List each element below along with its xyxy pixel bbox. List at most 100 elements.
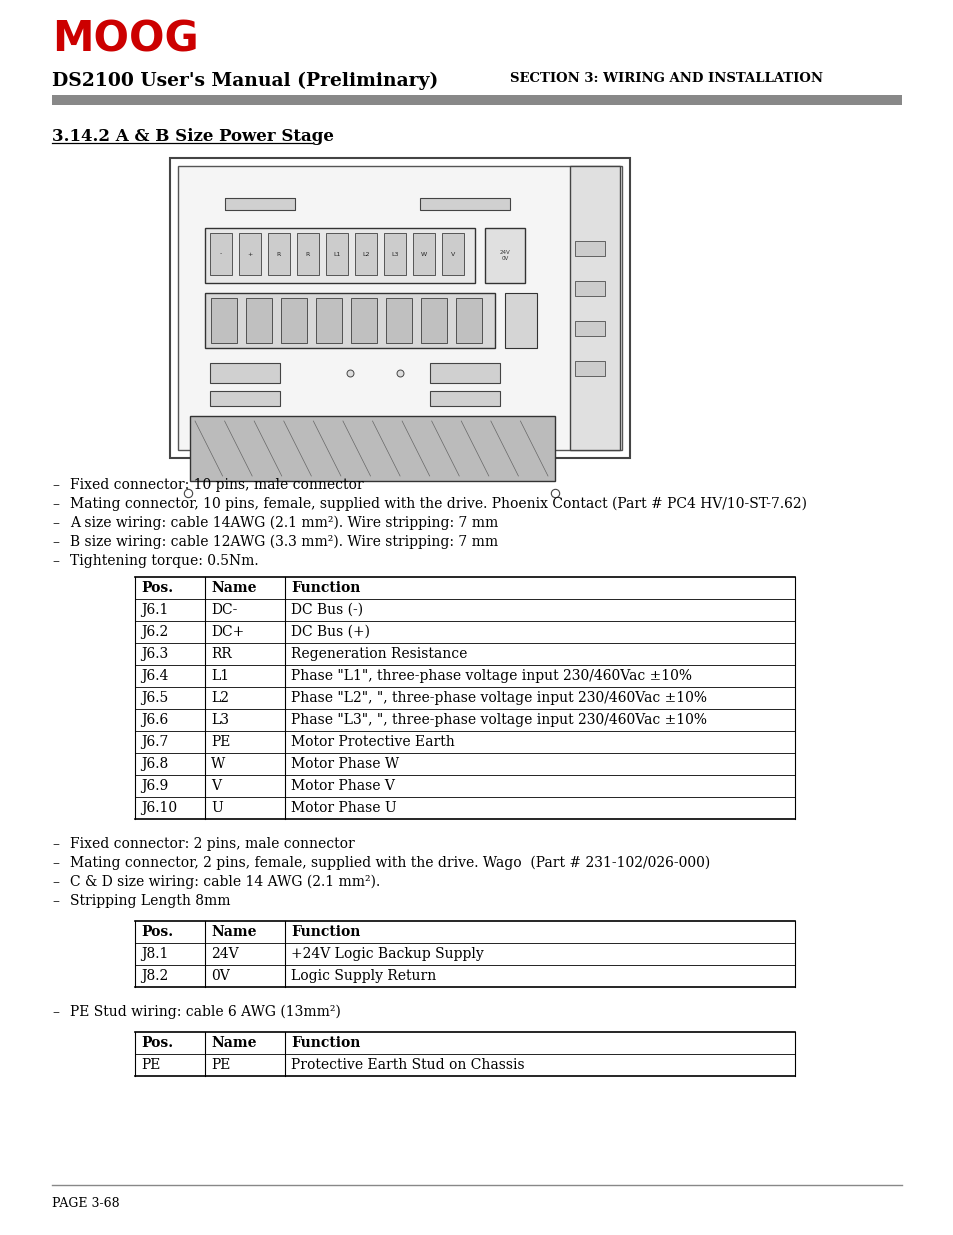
Text: W: W bbox=[211, 757, 225, 771]
Text: 3.14.2 A & B Size Power Stage: 3.14.2 A & B Size Power Stage bbox=[52, 128, 334, 144]
Text: U: U bbox=[211, 802, 222, 815]
Text: J6.9: J6.9 bbox=[141, 779, 168, 793]
Text: DC-: DC- bbox=[211, 603, 237, 618]
Text: Mating connector, 2 pins, female, supplied with the drive. Wago  (Part # 231-102: Mating connector, 2 pins, female, suppli… bbox=[70, 856, 709, 871]
Bar bbox=[296, 233, 318, 275]
Text: –: – bbox=[52, 894, 59, 908]
Text: J6.2: J6.2 bbox=[141, 625, 168, 638]
Bar bbox=[569, 165, 619, 450]
Bar bbox=[52, 95, 901, 105]
Text: W: W bbox=[420, 252, 427, 257]
Bar bbox=[239, 233, 261, 275]
Text: DC+: DC+ bbox=[211, 625, 244, 638]
Bar bbox=[430, 363, 499, 383]
Text: J6.4: J6.4 bbox=[141, 669, 168, 683]
Bar bbox=[355, 233, 376, 275]
Bar bbox=[326, 233, 348, 275]
Text: Protective Earth Stud on Chassis: Protective Earth Stud on Chassis bbox=[291, 1058, 524, 1072]
Text: –: – bbox=[52, 516, 59, 530]
Bar bbox=[504, 293, 537, 348]
Text: PE Stud wiring: cable 6 AWG (13mm²): PE Stud wiring: cable 6 AWG (13mm²) bbox=[70, 1005, 340, 1019]
Text: Motor Phase V: Motor Phase V bbox=[291, 779, 395, 793]
Bar bbox=[575, 361, 604, 375]
Bar bbox=[413, 233, 435, 275]
Text: Mating connector, 10 pins, female, supplied with the drive. Phoenix Contact (Par: Mating connector, 10 pins, female, suppl… bbox=[70, 496, 806, 511]
Text: PAGE 3-68: PAGE 3-68 bbox=[52, 1197, 119, 1210]
Text: L2: L2 bbox=[362, 252, 370, 257]
Text: L1: L1 bbox=[211, 669, 229, 683]
Text: PE: PE bbox=[211, 735, 230, 748]
Text: Motor Phase U: Motor Phase U bbox=[291, 802, 396, 815]
Text: J6.6: J6.6 bbox=[141, 713, 168, 727]
Bar bbox=[225, 198, 294, 210]
Text: Tightening torque: 0.5Nm.: Tightening torque: 0.5Nm. bbox=[70, 555, 258, 568]
Text: B size wiring: cable 12AWG (3.3 mm²). Wire stripping: 7 mm: B size wiring: cable 12AWG (3.3 mm²). Wi… bbox=[70, 535, 497, 550]
Bar bbox=[456, 298, 481, 343]
Text: -: - bbox=[219, 252, 222, 257]
Text: L1: L1 bbox=[333, 252, 340, 257]
Text: Motor Phase W: Motor Phase W bbox=[291, 757, 398, 771]
Text: DC Bus (-): DC Bus (-) bbox=[291, 603, 363, 618]
Text: R: R bbox=[276, 252, 281, 257]
Text: Motor Protective Earth: Motor Protective Earth bbox=[291, 735, 455, 748]
Text: 0V: 0V bbox=[211, 969, 230, 983]
Text: Regeneration Resistance: Regeneration Resistance bbox=[291, 647, 467, 661]
Text: Fixed connector: 10 pins, male connector: Fixed connector: 10 pins, male connector bbox=[70, 478, 363, 492]
Bar bbox=[281, 298, 307, 343]
Bar bbox=[351, 298, 376, 343]
Bar bbox=[170, 158, 629, 458]
Text: +24V Logic Backup Supply: +24V Logic Backup Supply bbox=[291, 947, 483, 961]
Text: J6.5: J6.5 bbox=[141, 692, 168, 705]
Text: Name: Name bbox=[211, 580, 256, 595]
Bar bbox=[575, 321, 604, 336]
Bar bbox=[246, 298, 272, 343]
Text: Name: Name bbox=[211, 1036, 256, 1050]
Text: Function: Function bbox=[291, 1036, 360, 1050]
Text: V: V bbox=[451, 252, 455, 257]
Text: Phase "L2", ", three-phase voltage input 230/460Vac ±10%: Phase "L2", ", three-phase voltage input… bbox=[291, 692, 706, 705]
Text: –: – bbox=[52, 876, 59, 889]
Text: –: – bbox=[52, 856, 59, 869]
Text: Stripping Length 8mm: Stripping Length 8mm bbox=[70, 894, 231, 908]
Text: –: – bbox=[52, 1005, 59, 1019]
Bar bbox=[205, 293, 495, 348]
Text: –: – bbox=[52, 837, 59, 851]
Text: V: V bbox=[211, 779, 221, 793]
Bar bbox=[178, 165, 621, 450]
Text: Pos.: Pos. bbox=[141, 1036, 172, 1050]
Bar bbox=[205, 228, 475, 283]
Bar bbox=[420, 298, 447, 343]
Text: J6.1: J6.1 bbox=[141, 603, 168, 618]
Text: C & D size wiring: cable 14 AWG (2.1 mm²).: C & D size wiring: cable 14 AWG (2.1 mm²… bbox=[70, 876, 380, 889]
Text: R: R bbox=[306, 252, 310, 257]
Bar bbox=[210, 363, 280, 383]
Bar bbox=[419, 198, 510, 210]
Text: L2: L2 bbox=[211, 692, 229, 705]
Text: Name: Name bbox=[211, 925, 256, 939]
Text: L3: L3 bbox=[211, 713, 229, 727]
Bar bbox=[484, 228, 524, 283]
Text: A size wiring: cable 14AWG (2.1 mm²). Wire stripping: 7 mm: A size wiring: cable 14AWG (2.1 mm²). Wi… bbox=[70, 516, 497, 530]
Bar bbox=[315, 298, 341, 343]
Bar bbox=[575, 241, 604, 256]
Text: RR: RR bbox=[211, 647, 232, 661]
Bar bbox=[135, 1032, 794, 1076]
Text: Pos.: Pos. bbox=[141, 925, 172, 939]
Text: MOOG: MOOG bbox=[52, 19, 198, 61]
Text: Fixed connector: 2 pins, male connector: Fixed connector: 2 pins, male connector bbox=[70, 837, 355, 851]
Text: J6.3: J6.3 bbox=[141, 647, 168, 661]
Text: PE: PE bbox=[211, 1058, 230, 1072]
Text: J6.10: J6.10 bbox=[141, 802, 177, 815]
Bar bbox=[575, 282, 604, 296]
Bar bbox=[384, 233, 406, 275]
Bar bbox=[210, 233, 232, 275]
Text: L3: L3 bbox=[391, 252, 398, 257]
Text: +: + bbox=[247, 252, 253, 257]
Bar bbox=[135, 921, 794, 987]
Text: Phase "L1", three-phase voltage input 230/460Vac ±10%: Phase "L1", three-phase voltage input 23… bbox=[291, 669, 691, 683]
Text: J6.7: J6.7 bbox=[141, 735, 168, 748]
Text: SECTION 3: WIRING AND INSTALLATION: SECTION 3: WIRING AND INSTALLATION bbox=[510, 72, 822, 85]
Text: –: – bbox=[52, 535, 59, 550]
Text: J8.2: J8.2 bbox=[141, 969, 168, 983]
Text: PE: PE bbox=[141, 1058, 160, 1072]
